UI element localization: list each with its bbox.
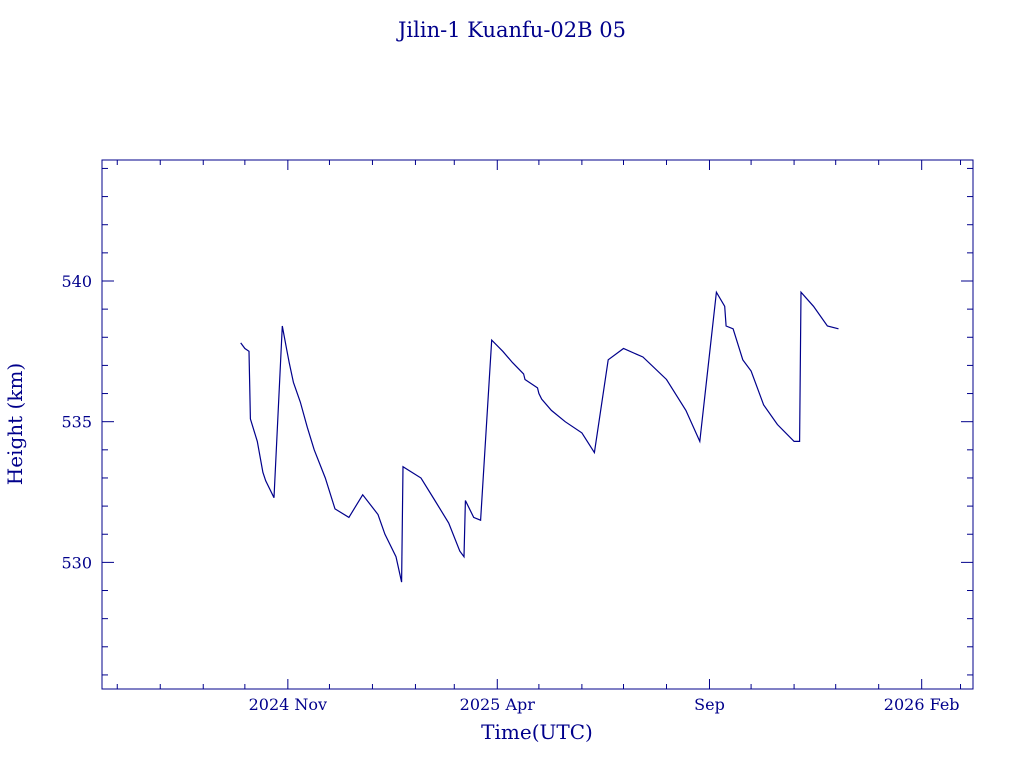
height-series-line <box>240 290 839 583</box>
x-tick-label: Sep <box>694 695 725 714</box>
x-tick-label: 2025 Apr <box>460 695 536 714</box>
x-tick-label: 2026 Feb <box>884 695 960 714</box>
y-tick-label: 540 <box>61 272 92 291</box>
x-tick-label: 2024 Nov <box>249 695 327 714</box>
y-axis-label: Height (km) <box>3 363 27 485</box>
x-axis-label: Time(UTC) <box>481 720 593 744</box>
y-tick-label: 530 <box>61 553 92 572</box>
y-axis-ticks <box>102 167 973 676</box>
x-axis-ticks <box>116 160 962 689</box>
plot-frame <box>101 159 974 690</box>
y-axis-tick-labels: 530 535 540 <box>61 272 92 572</box>
chart-title: Jilin-1 Kuanfu-02B 05 <box>396 18 626 42</box>
x-axis-tick-labels: 2024 Nov 2025 Apr Sep 2026 Feb <box>249 695 960 714</box>
y-tick-label: 535 <box>61 413 92 432</box>
